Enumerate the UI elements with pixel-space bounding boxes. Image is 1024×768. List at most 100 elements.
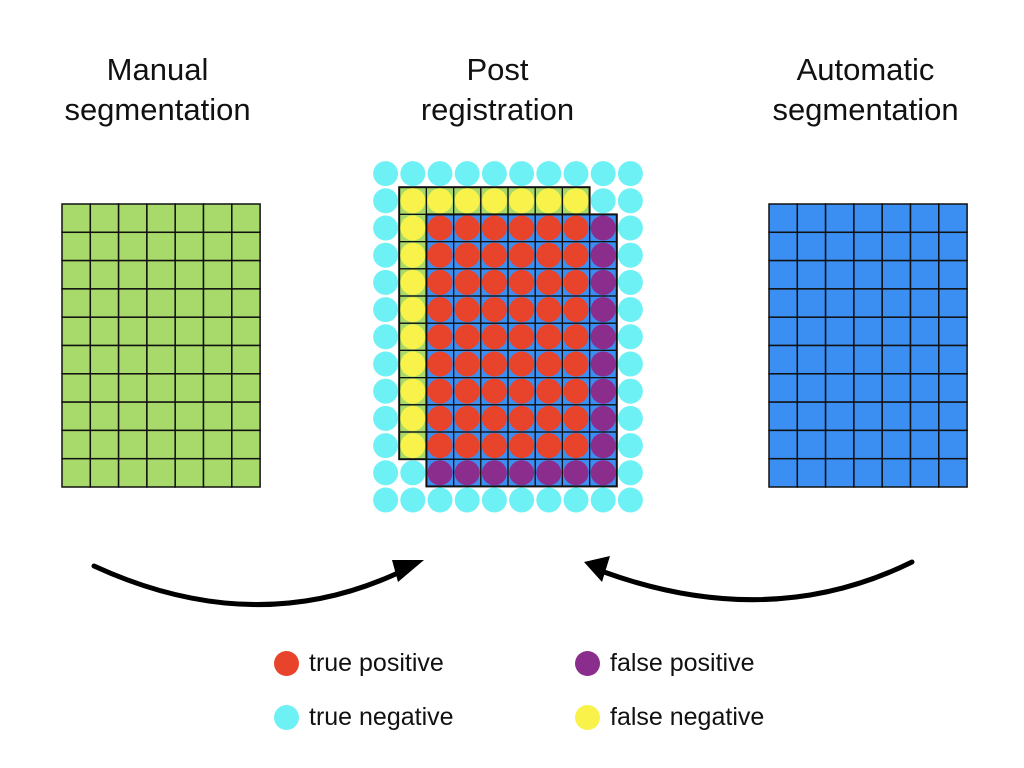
false-negative-dot <box>536 188 562 214</box>
true-positive-dot <box>481 405 507 431</box>
true-positive-dot <box>563 324 589 350</box>
true-positive-dot <box>427 405 453 431</box>
manual-grid-cell <box>174 429 205 460</box>
title-post-registration: Post registration <box>360 50 635 130</box>
manual-grid-cell <box>117 344 148 375</box>
true-negative-dot <box>617 433 643 459</box>
false-positive-dot <box>590 460 616 486</box>
automatic-grid-cell <box>853 429 883 460</box>
true-negative-dot <box>373 405 399 431</box>
manual-grid-cell <box>231 316 261 347</box>
right-arrowhead <box>584 556 610 582</box>
true-negative-dot <box>509 161 535 187</box>
manual-grid-cell <box>146 231 176 262</box>
manual-grid-cell <box>202 373 233 403</box>
true-positive-dot <box>481 378 507 404</box>
true-negative-dot <box>373 188 399 214</box>
automatic-grid-cell <box>938 316 968 347</box>
automatic-grid-cell <box>853 259 883 290</box>
true-positive-dot <box>563 269 589 295</box>
false-negative-dot <box>400 269 426 295</box>
false-negative-dot <box>427 188 453 214</box>
true-negative-dot <box>617 188 643 214</box>
automatic-grid-cell <box>768 203 799 234</box>
true-negative-dot <box>590 188 616 214</box>
true-negative-dot <box>617 215 643 241</box>
true-positive-dot <box>481 433 507 459</box>
manual-grid-cell <box>117 373 148 403</box>
true-negative-dot <box>373 487 399 513</box>
automatic-grid-cell <box>824 401 855 432</box>
automatic-grid-cell <box>768 457 799 488</box>
false-negative-dot <box>400 188 426 214</box>
automatic-grid-cell <box>768 316 799 347</box>
true-negative-dot <box>509 487 535 513</box>
manual-grid-cell <box>117 401 148 432</box>
manual-grid-cell <box>174 231 205 262</box>
automatic-grid-cell <box>853 316 883 347</box>
true-positive-dot <box>536 405 562 431</box>
automatic-grid-cell <box>824 231 855 262</box>
right-curved-arrow <box>601 559 915 603</box>
automatic-grid-cell <box>881 344 912 375</box>
manual-grid-cell <box>174 373 205 403</box>
true-positive-dot <box>563 433 589 459</box>
false-positive-dot <box>590 351 616 377</box>
manual-grid-cell <box>61 203 92 234</box>
automatic-grid-cell <box>768 259 799 290</box>
automatic-grid-cell <box>909 203 940 234</box>
title-manual-line2: segmentation <box>64 92 251 127</box>
legend-true-positive: true positive <box>274 649 444 678</box>
true-negative-dot <box>373 351 399 377</box>
automatic-grid-cell <box>824 344 855 375</box>
manual-grid-cell <box>146 401 176 432</box>
true-negative-dot-icon <box>274 705 299 730</box>
automatic-grid-cell <box>853 373 883 403</box>
manual-grid-cell <box>174 344 205 375</box>
true-positive-dot <box>454 405 480 431</box>
false-negative-dot <box>400 324 426 350</box>
manual-grid-cell <box>202 401 233 432</box>
automatic-grid-cell <box>824 429 855 460</box>
true-positive-dot <box>536 215 562 241</box>
manual-grid-cell <box>202 429 233 460</box>
manual-grid-cell <box>202 316 233 347</box>
false-negative-dot <box>481 188 507 214</box>
manual-grid-cell <box>117 231 148 262</box>
automatic-grid-cell <box>938 203 968 234</box>
manual-grid-cell <box>117 429 148 460</box>
manual-grid-cell <box>231 429 261 460</box>
automatic-grid-cell <box>938 259 968 290</box>
manual-grid-cell <box>61 401 92 432</box>
false-positive-dot <box>536 460 562 486</box>
true-positive-dot <box>481 324 507 350</box>
true-positive-dot <box>454 324 480 350</box>
true-positive-dot <box>427 324 453 350</box>
manual-grid-cell <box>61 429 92 460</box>
manual-grid-cell <box>202 288 233 318</box>
legend-false-positive: false positive <box>575 649 755 678</box>
automatic-grid-cell <box>881 401 912 432</box>
false-positive-dot-icon <box>575 651 600 676</box>
true-negative-dot <box>617 378 643 404</box>
automatic-grid-cell <box>824 373 855 403</box>
false-negative-dot <box>563 188 589 214</box>
true-negative-dot <box>617 405 643 431</box>
true-positive-dot <box>454 378 480 404</box>
false-negative-dot-icon <box>575 705 600 730</box>
manual-grid-cell <box>174 288 205 318</box>
true-negative-dot <box>373 324 399 350</box>
automatic-grid-cell <box>909 429 940 460</box>
automatic-grid-cell <box>938 373 968 403</box>
true-positive-dot <box>454 433 480 459</box>
true-negative-dot <box>617 351 643 377</box>
true-positive-dot <box>509 378 535 404</box>
automatic-grid-cell <box>853 457 883 488</box>
automatic-grid-cell <box>881 288 912 318</box>
false-negative-dot <box>454 188 480 214</box>
true-positive-dot <box>536 378 562 404</box>
false-positive-dot <box>454 460 480 486</box>
true-positive-dot <box>481 215 507 241</box>
true-positive-dot <box>563 405 589 431</box>
true-negative-dot <box>400 460 426 486</box>
